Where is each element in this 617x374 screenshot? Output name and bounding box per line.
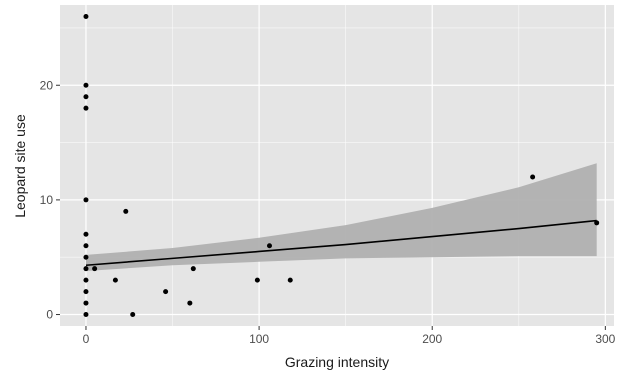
x-tick-label: 200 xyxy=(422,332,442,346)
data-point xyxy=(594,220,600,226)
data-point xyxy=(83,277,89,283)
data-point xyxy=(83,82,89,88)
data-point xyxy=(530,174,536,180)
x-tick-label: 100 xyxy=(249,332,269,346)
data-point xyxy=(83,266,89,272)
data-point xyxy=(190,266,196,272)
data-point xyxy=(83,94,89,100)
data-point xyxy=(266,243,272,249)
fit-line-group xyxy=(85,219,597,267)
x-tick-label: 0 xyxy=(83,332,90,346)
y-axis-title: Leopard site use xyxy=(12,114,28,218)
data-point xyxy=(254,277,260,283)
data-point xyxy=(83,197,89,203)
y-tick-label: 20 xyxy=(40,78,54,92)
y-axis-ticks: 0 10 20 xyxy=(40,78,60,322)
data-point xyxy=(112,277,118,283)
data-point xyxy=(130,312,136,318)
data-point xyxy=(83,13,89,19)
data-point xyxy=(83,231,89,237)
confidence-band-area xyxy=(85,163,597,271)
x-axis-title: Grazing intensity xyxy=(285,354,389,370)
data-point xyxy=(92,266,98,272)
plot-panel xyxy=(60,5,614,326)
confidence-band xyxy=(85,163,597,271)
data-point xyxy=(83,312,89,318)
data-points xyxy=(83,13,600,318)
data-point xyxy=(187,300,193,306)
data-point xyxy=(83,254,89,260)
data-point xyxy=(83,289,89,295)
data-point xyxy=(83,300,89,306)
x-axis-ticks: 0 100 200 300 xyxy=(83,326,616,346)
data-point xyxy=(287,277,293,283)
data-point xyxy=(123,208,129,214)
data-point xyxy=(163,289,169,295)
y-tick-label: 10 xyxy=(40,193,54,207)
x-tick-label: 300 xyxy=(595,332,615,346)
data-point xyxy=(83,105,89,111)
fit-line xyxy=(85,219,597,267)
data-point xyxy=(83,243,89,249)
y-tick-label: 0 xyxy=(46,308,53,322)
